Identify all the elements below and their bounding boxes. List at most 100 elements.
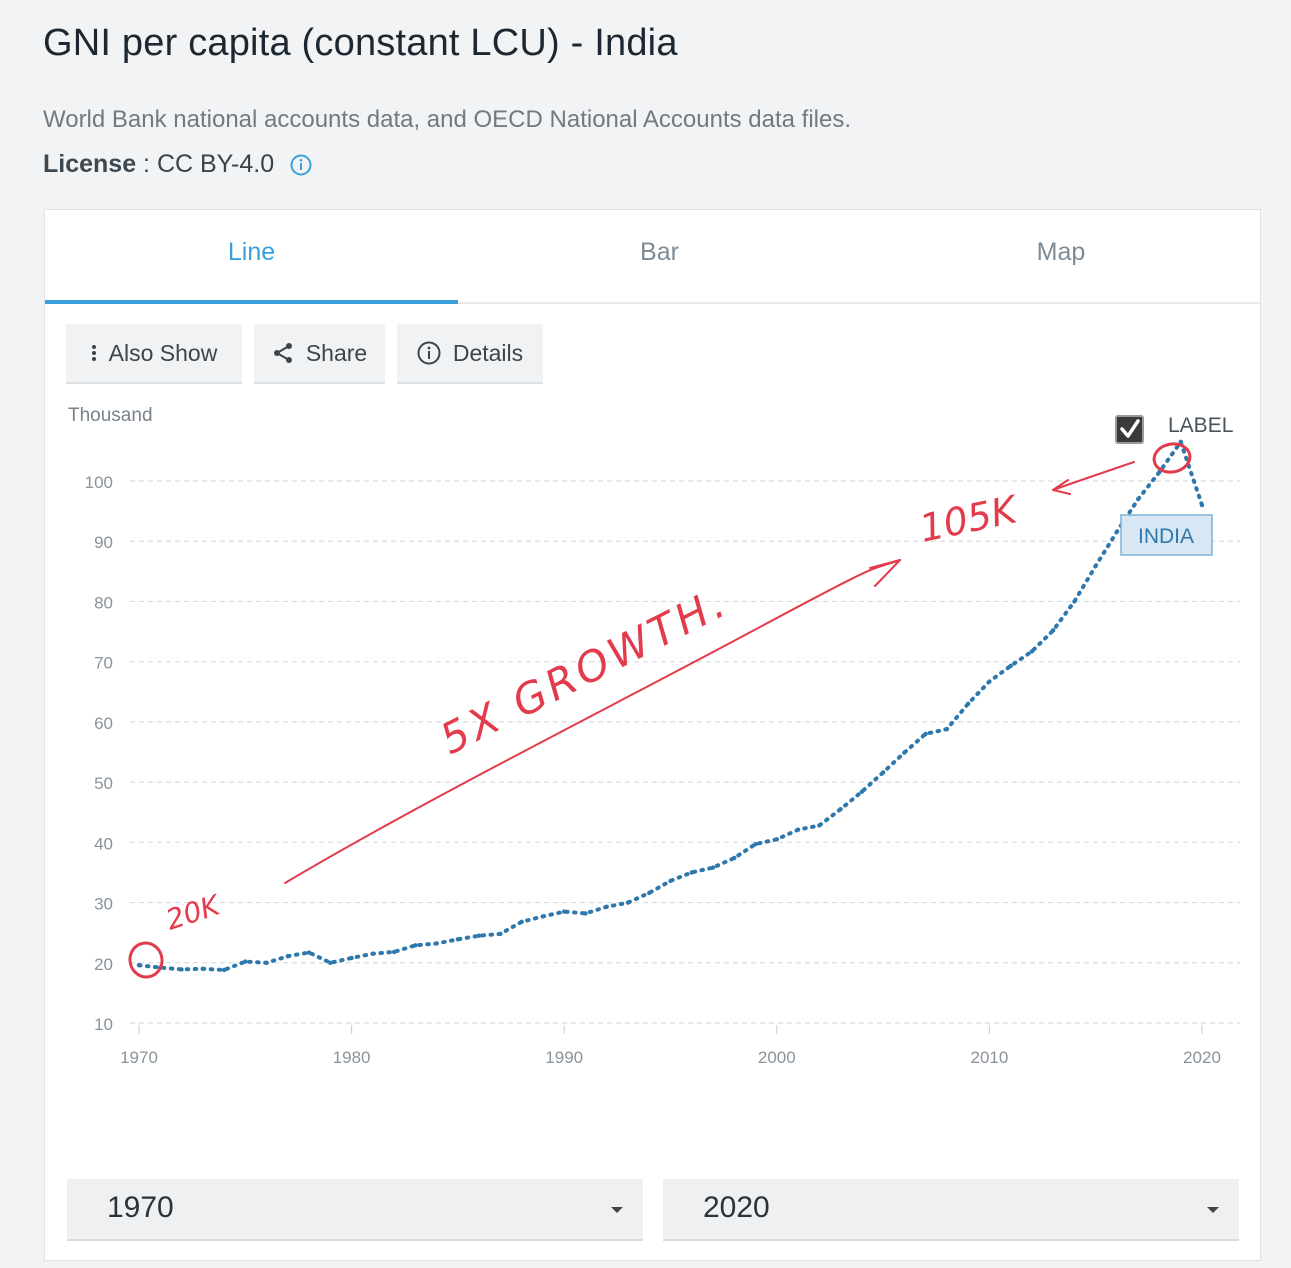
annotation-growth: 5X GROWTH. [432,577,736,764]
data-point [306,950,312,955]
series-line-india [137,439,1204,972]
data-point [391,949,397,955]
data-point [625,900,631,905]
label-toggle[interactable]: LABEL [1115,414,1233,444]
data-point [243,959,248,964]
data-point [285,953,291,959]
data-point [1136,496,1141,502]
data-point [349,955,354,961]
tab-line[interactable]: Line [45,210,458,304]
data-point [583,911,588,916]
y-tick-label: 30 [94,895,113,914]
data-point [944,726,950,732]
y-tick-label: 70 [94,654,113,673]
license-line: License : CC BY-4.0 [43,150,312,179]
data-point [753,841,758,847]
series-points [136,439,1205,973]
peak-arrow-shaft [1052,461,1135,491]
data-point [264,960,269,965]
data-point [1114,529,1120,534]
growth-arrow-head [869,559,901,587]
data-point [795,827,801,832]
data-point [647,890,652,896]
data-point [1008,663,1013,669]
start-year-value: 1970 [107,1191,174,1224]
data-point [413,943,418,948]
also-show-label: Also Show [108,339,218,366]
data-point [434,941,439,946]
data-point [476,933,482,938]
chevron-down-icon [1207,1207,1219,1213]
share-icon [272,342,294,364]
x-tick-label: 2010 [970,1048,1008,1067]
info-circle-icon [417,341,441,365]
label-checkbox-text: LABEL [1168,414,1233,437]
page-title: GNI per capita (constant LCU) - India [43,22,678,64]
y-tick-label: 40 [94,834,113,853]
data-point [136,962,142,968]
data-point [455,937,461,942]
x-axis-ticks: 1970 1980 1990 2000 2010 2020 [120,1025,1221,1067]
data-point [668,878,673,884]
y-tick-label: 50 [94,774,113,793]
y-tick-label: 60 [94,714,113,733]
info-icon[interactable] [290,154,312,176]
data-point [710,865,716,870]
license-sep: : [136,150,157,178]
data-point [498,931,503,937]
chevron-down-icon [611,1207,623,1213]
series-tag-box [1120,514,1213,556]
share-button[interactable]: Share [254,324,385,384]
end-year-select[interactable]: 2020 [663,1179,1239,1241]
data-point [1072,599,1077,604]
data-point [902,750,907,755]
x-tick-label: 1970 [120,1048,158,1067]
more-vertical-icon [91,344,97,362]
x-tick-label: 2000 [758,1048,796,1067]
chart-card: Line Bar Map Also Show Share Details Tho… [44,209,1261,1261]
data-point [838,807,843,812]
data-point [562,909,567,914]
data-point [328,960,333,965]
y-tick-label: 80 [94,593,113,612]
start-year-select[interactable]: 1970 [67,1179,643,1241]
growth-arrow-shaft [284,559,901,884]
share-label: Share [305,339,368,366]
data-point [1178,439,1183,445]
data-point [370,951,376,956]
y-axis-unit-label: Thousand [68,405,153,426]
data-point [987,679,992,684]
check-icon [1120,419,1140,438]
data-point [1050,628,1056,633]
details-button[interactable]: Details [397,324,543,384]
details-label: Details [452,339,524,366]
y-tick-label: 20 [94,955,113,974]
x-tick-label: 1980 [333,1048,371,1067]
annotation-20k: 20K [162,888,226,937]
peak-circle-mark [1152,442,1192,474]
chart-tabs: Line Bar Map [45,210,1260,304]
y-axis-ticks: 10 20 30 40 50 60 70 80 90 100 [85,473,113,1034]
data-point [221,967,227,973]
y-tick-label: 10 [94,1015,113,1034]
data-point [817,823,822,828]
data-point [519,919,524,925]
tab-bar[interactable]: Bar [640,238,679,266]
data-point [774,837,779,842]
license-value: CC BY-4.0 [156,150,275,178]
data-point [1199,502,1205,508]
license-key: License [43,150,137,178]
data-point [689,870,694,875]
series-tag-text: INDIA [1138,525,1194,548]
also-show-button[interactable]: Also Show [66,324,242,384]
end-year-value: 2020 [703,1191,770,1224]
data-point [1093,563,1098,569]
gridlines [130,480,1240,1024]
data-point [604,904,609,909]
tab-map[interactable]: Map [1036,238,1086,266]
data-point [965,701,971,707]
data-point [179,967,184,972]
x-tick-label: 2020 [1183,1048,1221,1067]
data-point [1029,649,1035,654]
